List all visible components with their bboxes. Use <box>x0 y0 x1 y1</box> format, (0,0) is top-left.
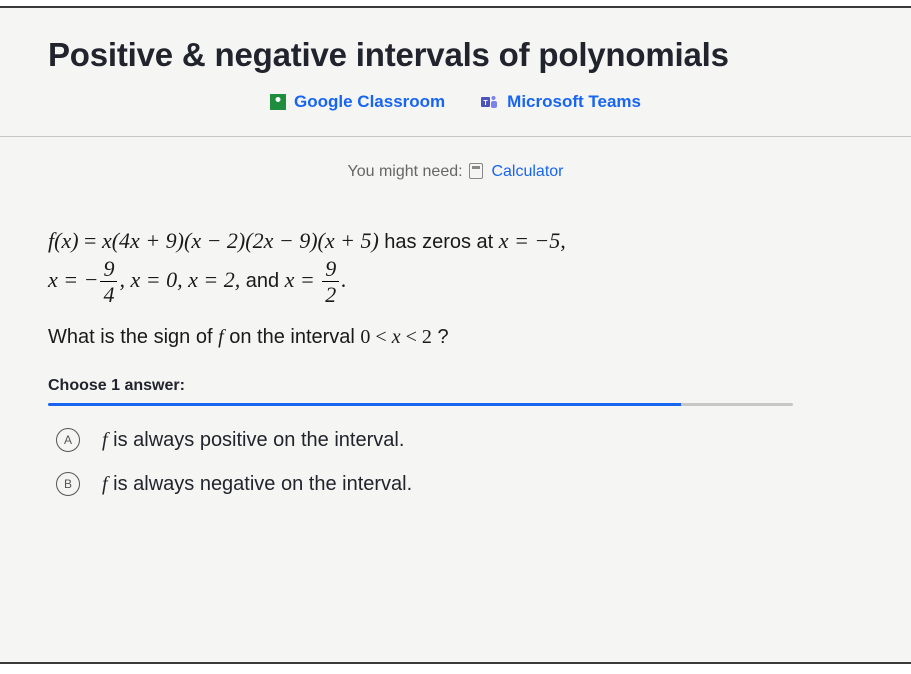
zero-9-2: x = 92. <box>285 267 347 292</box>
calculator-link[interactable]: Calculator <box>491 163 563 180</box>
choice-letter-a: A <box>56 428 80 452</box>
choose-label: Choose 1 answer: <box>48 355 863 403</box>
problem-statement: f(x) = x(4x + 9)(x − 2)(2x − 9)(x + 5) h… <box>48 203 863 312</box>
question-text: What is the sign of f on the interval 0 … <box>48 312 863 355</box>
content-container: Positive & negative intervals of polynom… <box>0 8 911 502</box>
zeros-text: has zeros at <box>384 231 499 253</box>
microsoft-teams-icon: T <box>481 94 499 110</box>
need-prefix: You might need: <box>348 163 463 180</box>
google-classroom-icon <box>270 94 286 110</box>
share-bar: Google Classroom T Microsoft Teams <box>48 74 863 136</box>
func-lhs: f(x) <box>48 228 79 253</box>
you-might-need-bar: You might need: Calculator <box>48 137 863 203</box>
google-classroom-link[interactable]: Google Classroom <box>270 92 445 112</box>
zero-minus5: x = −5, <box>499 228 566 253</box>
page-title: Positive & negative intervals of polynom… <box>48 36 863 74</box>
google-classroom-label: Google Classroom <box>294 92 445 112</box>
choice-b[interactable]: B f is always negative on the interval. <box>48 458 863 502</box>
interval-math: 0 < x < 2 <box>360 326 431 348</box>
bottom-window-bar <box>0 662 911 674</box>
choice-a[interactable]: A f is always positive on the interval. <box>48 414 863 458</box>
and-word: and <box>246 270 279 292</box>
polynomial-expr: x(4x + 9)(x − 2)(2x − 9)(x + 5) <box>102 228 384 253</box>
choice-letter-b: B <box>56 472 80 496</box>
zero-neg-9-4: x = −94, <box>48 267 130 292</box>
zero-2: x = 2, <box>188 267 240 292</box>
calculator-icon <box>469 163 483 179</box>
eq-sign: = <box>84 228 102 253</box>
microsoft-teams-link[interactable]: T Microsoft Teams <box>481 92 641 112</box>
choice-underline <box>48 403 793 406</box>
svg-text:T: T <box>484 100 489 107</box>
choice-b-text: f is always negative on the interval. <box>102 473 412 496</box>
microsoft-teams-label: Microsoft Teams <box>507 92 641 112</box>
choice-a-text: f is always positive on the interval. <box>102 429 404 452</box>
top-window-bar <box>0 0 911 8</box>
zero-0: x = 0, <box>130 267 182 292</box>
